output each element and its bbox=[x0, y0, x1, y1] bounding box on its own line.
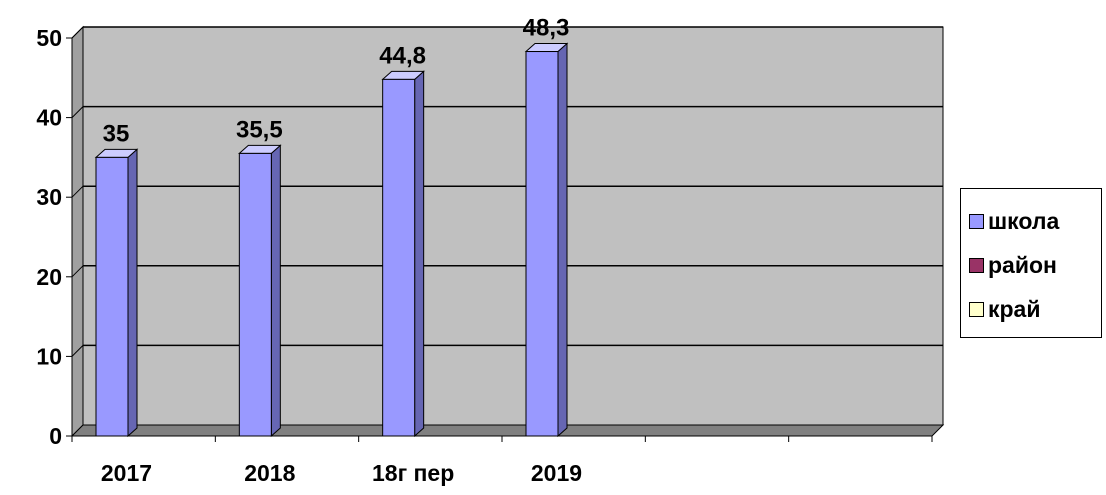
x-ticks: 2017 2018 18г пер 2019 bbox=[71, 436, 933, 486]
bar bbox=[94, 148, 139, 438]
bar-front bbox=[95, 156, 129, 437]
legend-item-region: край bbox=[969, 287, 1101, 331]
data-label: 35,5 bbox=[236, 116, 283, 143]
bar-side bbox=[557, 42, 568, 438]
legend-swatch bbox=[969, 213, 984, 229]
x-tick-label: 18г пер bbox=[372, 460, 454, 486]
bar-side bbox=[270, 144, 281, 438]
y-tick-label: 40 bbox=[36, 105, 62, 131]
bar-front bbox=[382, 78, 416, 437]
gridline-side bbox=[71, 265, 84, 278]
x-tick-label: 2019 bbox=[531, 460, 582, 486]
data-labels: 35 35,5 44,8 48,3 bbox=[103, 15, 570, 148]
gridline-side bbox=[71, 106, 84, 118]
gridlines bbox=[71, 26, 943, 357]
bar-side bbox=[414, 70, 425, 438]
legend-item-district: район bbox=[969, 243, 1101, 287]
y-ticks: 0 10 20 30 40 50 bbox=[36, 25, 72, 449]
legend-label: район bbox=[988, 251, 1057, 278]
data-label: 35 bbox=[103, 120, 130, 147]
y-tick-label: 10 bbox=[36, 343, 62, 369]
data-label: 48,3 bbox=[523, 15, 570, 42]
x-tick-label: 2018 bbox=[244, 460, 295, 486]
bar-front bbox=[525, 51, 559, 437]
gridline-side bbox=[71, 26, 84, 39]
y-tick-label: 0 bbox=[49, 423, 62, 449]
data-label: 44,8 bbox=[379, 42, 426, 69]
gridline-side bbox=[71, 345, 84, 357]
bar bbox=[381, 70, 425, 438]
bar-front bbox=[238, 152, 272, 437]
bar-side bbox=[127, 148, 138, 438]
plot-floor bbox=[70, 424, 945, 437]
legend-item-school: школа bbox=[969, 199, 1101, 243]
legend: школа район край bbox=[960, 188, 1102, 338]
y-tick-label: 20 bbox=[36, 264, 62, 290]
bars bbox=[94, 42, 569, 438]
bar bbox=[238, 144, 282, 438]
x-tick-label: 2017 bbox=[101, 460, 152, 486]
plot-back-wall bbox=[82, 26, 944, 426]
y-tick-label: 30 bbox=[36, 184, 62, 210]
legend-swatch bbox=[969, 257, 984, 273]
bar bbox=[524, 42, 569, 438]
legend-label: школа bbox=[988, 207, 1060, 234]
legend-label: край bbox=[988, 295, 1041, 322]
gridline-side bbox=[71, 185, 84, 198]
y-tick-label: 50 bbox=[36, 25, 62, 51]
plot-side-wall bbox=[71, 25, 84, 438]
legend-swatch bbox=[969, 301, 984, 317]
